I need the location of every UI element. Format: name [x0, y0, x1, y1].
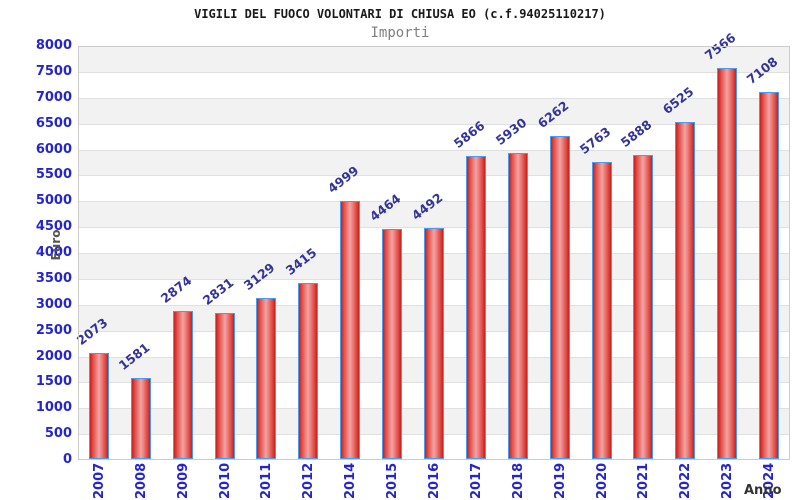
bar-2024 [759, 92, 780, 459]
bar-2021 [633, 155, 654, 459]
chart-title: VIGILI DEL FUOCO VOLONTARI DI CHIUSA EO … [194, 7, 606, 21]
bar-2018 [507, 153, 528, 459]
bar-2009 [172, 311, 193, 459]
grid-line [78, 71, 790, 73]
y-tick-label: 7000 [35, 89, 72, 105]
grid-band [78, 123, 790, 150]
x-tick-label: 2019 [552, 462, 568, 499]
y-tick-label: 1000 [35, 400, 72, 416]
x-tick-label: 2023 [720, 462, 736, 499]
bar-2017 [465, 156, 486, 459]
bar-2011 [256, 298, 277, 459]
bar-2023 [717, 68, 738, 459]
grid-line [78, 201, 790, 203]
y-tick-label: 5000 [35, 193, 72, 209]
y-axis-title: Euro [49, 229, 63, 261]
x-tick-label: 2012 [301, 462, 317, 499]
bar-2012 [298, 283, 319, 459]
y-tick-label: 0 [62, 452, 72, 467]
bar-2010 [214, 313, 235, 459]
bar-2016 [424, 227, 444, 459]
grid-line [78, 149, 790, 151]
y-tick-label: 3000 [35, 296, 72, 312]
y-tick-label: 3500 [35, 270, 72, 286]
grid-band [78, 71, 790, 98]
grid-line [78, 97, 790, 99]
x-tick-label: 2007 [91, 462, 107, 499]
x-tick-label: 2022 [678, 462, 694, 499]
y-tick-label: 4500 [35, 219, 72, 235]
x-tick-label: 2017 [468, 462, 484, 499]
grid-band [78, 201, 790, 228]
x-tick-label: 2014 [343, 462, 359, 499]
bar-2008 [130, 378, 151, 459]
y-tick-label: 6000 [35, 141, 72, 157]
bar-2022 [675, 122, 696, 459]
x-tick-label: 2016 [427, 462, 442, 499]
chart-subtitle: Importi [370, 25, 430, 41]
y-tick-label: 2000 [35, 348, 72, 364]
grid-band [78, 149, 790, 176]
y-tick-label: 1500 [35, 374, 72, 390]
x-tick-label: 2009 [175, 462, 191, 499]
bar-2020 [591, 161, 612, 459]
y-tick-label: 4000 [35, 245, 72, 260]
y-tick-label: 5500 [35, 167, 72, 183]
x-tick-label: 2008 [133, 462, 149, 499]
x-axis-title: Anno [744, 483, 782, 498]
x-tick-label: 2010 [217, 462, 233, 499]
grid-band [78, 97, 790, 124]
y-tick-label: 500 [44, 426, 72, 442]
x-tick-label: 2015 [385, 462, 401, 499]
grid-line [78, 123, 790, 125]
grid-band [78, 175, 790, 202]
y-tick-label: 8000 [35, 38, 72, 53]
x-tick-label: 2021 [636, 462, 652, 499]
bar-2015 [382, 228, 403, 459]
bar-2014 [340, 201, 361, 459]
grid-band [78, 46, 790, 72]
y-tick-label: 6500 [35, 115, 72, 131]
x-tick-label: 2018 [510, 462, 526, 499]
x-tick-label: 2011 [259, 462, 275, 499]
grid-line [78, 175, 790, 177]
bar-2019 [549, 135, 570, 459]
x-tick-label: 2020 [594, 462, 610, 499]
y-tick-label: 2500 [35, 322, 72, 338]
bar-2007 [88, 352, 109, 459]
y-tick-label: 7500 [35, 63, 72, 79]
